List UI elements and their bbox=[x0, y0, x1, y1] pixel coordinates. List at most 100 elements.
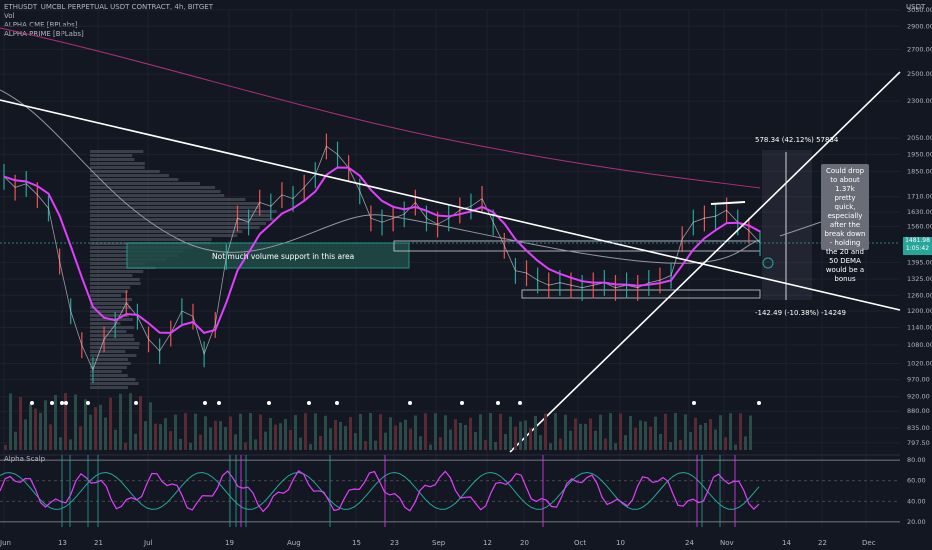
volume-bar bbox=[594, 431, 597, 450]
volume-bar bbox=[309, 444, 312, 450]
volume-bar bbox=[174, 415, 177, 450]
volume-bar bbox=[454, 419, 457, 450]
volume-bar bbox=[144, 421, 147, 450]
volume-bar bbox=[319, 436, 322, 450]
volume-bar bbox=[484, 440, 487, 450]
signal-dot bbox=[757, 401, 761, 405]
volume-bar bbox=[504, 434, 507, 450]
volume-profile-bar bbox=[90, 154, 132, 157]
volume-bar bbox=[344, 426, 347, 450]
signal-dot bbox=[460, 401, 464, 405]
signal-dot bbox=[408, 401, 412, 405]
volume-bar bbox=[709, 419, 712, 450]
volume-bar bbox=[209, 427, 212, 450]
volume-profile-bar bbox=[90, 190, 221, 193]
x-tick-label: Aug bbox=[287, 539, 301, 547]
x-tick-label: Jul bbox=[143, 539, 153, 547]
volume-bar bbox=[699, 425, 702, 450]
volume-bar bbox=[674, 413, 677, 450]
volume-bar bbox=[434, 413, 437, 450]
volume-profile-bar bbox=[90, 386, 128, 389]
volume-bar bbox=[19, 397, 22, 450]
volume-bar bbox=[399, 422, 402, 450]
volume-bar bbox=[339, 422, 342, 450]
volume-bar bbox=[239, 414, 242, 450]
volume-bar bbox=[44, 400, 47, 450]
y-tick-label: 970.00 bbox=[907, 376, 930, 384]
volume-bar bbox=[499, 414, 502, 450]
volume-profile-bar bbox=[90, 334, 133, 337]
x-tick-label: Oct bbox=[574, 539, 586, 547]
volume-profile-bar bbox=[90, 222, 266, 225]
currency-label: USDT bbox=[906, 3, 925, 11]
volume-profile-bar bbox=[90, 358, 128, 361]
volume-bar bbox=[359, 414, 362, 450]
volume-profile-bar bbox=[90, 162, 145, 165]
volume-bar bbox=[349, 417, 352, 450]
volume-profile-bar bbox=[90, 150, 143, 153]
x-tick-label: 22 bbox=[818, 539, 827, 547]
volume-bar bbox=[69, 439, 72, 450]
volume-bar bbox=[169, 431, 172, 450]
volume-bar bbox=[559, 439, 562, 450]
y-tick-label: 1630.00 bbox=[907, 208, 932, 216]
volume-bar bbox=[419, 436, 422, 450]
signal-dot bbox=[692, 401, 696, 405]
volume-bar bbox=[574, 418, 577, 450]
volume-profile-bar bbox=[90, 346, 139, 349]
measure-box bbox=[762, 150, 812, 300]
x-tick-label: Dec bbox=[862, 539, 876, 547]
x-tick-label: 12 bbox=[483, 539, 492, 547]
volume-profile-bar bbox=[90, 158, 134, 161]
volume-bar bbox=[409, 429, 412, 450]
volume-bar bbox=[249, 413, 252, 450]
volume-profile-bar bbox=[90, 370, 122, 373]
volume-bar bbox=[329, 428, 332, 450]
volume-bar bbox=[564, 415, 567, 450]
volume-bar bbox=[589, 418, 592, 450]
x-tick-label: 14 bbox=[782, 539, 791, 547]
volume-profile-bar bbox=[90, 194, 224, 197]
volume-bar bbox=[109, 398, 112, 450]
volume-bar bbox=[449, 430, 452, 450]
volume-profile-bar bbox=[90, 270, 143, 273]
volume-bar bbox=[124, 443, 127, 450]
volume-bar bbox=[119, 394, 122, 450]
note-callout[interactable]: Could drop to about 1.37k pretty quick, … bbox=[821, 164, 869, 250]
resistance-range-box bbox=[394, 241, 760, 251]
volume-profile-bar bbox=[90, 174, 169, 177]
volume-bar bbox=[9, 393, 12, 450]
bar-countdown: 1:05:42 bbox=[903, 245, 932, 253]
volume-bar bbox=[354, 433, 357, 450]
volume-bar bbox=[519, 421, 522, 450]
y-tick-label: 1950.00 bbox=[907, 150, 932, 158]
volume-bar bbox=[514, 427, 517, 450]
y-tick-label: 835.00 bbox=[907, 424, 930, 432]
volume-bar bbox=[634, 428, 637, 450]
y-tick-label: 797.50 bbox=[907, 439, 930, 447]
volume-bar bbox=[304, 413, 307, 450]
volume-bar bbox=[744, 436, 747, 450]
volume-bar bbox=[14, 432, 17, 450]
y-tick-label: 1560.00 bbox=[907, 222, 932, 230]
volume-profile-bar bbox=[90, 302, 129, 305]
volume-bar bbox=[189, 443, 192, 450]
volume-profile-bar bbox=[90, 290, 128, 293]
volume-profile-bar bbox=[90, 338, 134, 341]
volume-bar bbox=[599, 415, 602, 450]
x-tick-label: 23 bbox=[390, 539, 399, 547]
volume-bar bbox=[544, 414, 547, 450]
volume-profile-bar bbox=[90, 378, 135, 381]
volume-bar bbox=[459, 423, 462, 450]
upper-range-label: 578.34 (42.12%) 57834 bbox=[755, 136, 838, 144]
volume-bar bbox=[214, 421, 217, 450]
volume-bar bbox=[234, 434, 237, 450]
signal-dot bbox=[86, 401, 90, 405]
volume-bar bbox=[494, 442, 497, 450]
volume-bar bbox=[669, 442, 672, 450]
volume-bar bbox=[644, 421, 647, 450]
volume-bar bbox=[534, 416, 537, 450]
volume-bar bbox=[724, 437, 727, 450]
x-tick-label: 10 bbox=[616, 539, 625, 547]
